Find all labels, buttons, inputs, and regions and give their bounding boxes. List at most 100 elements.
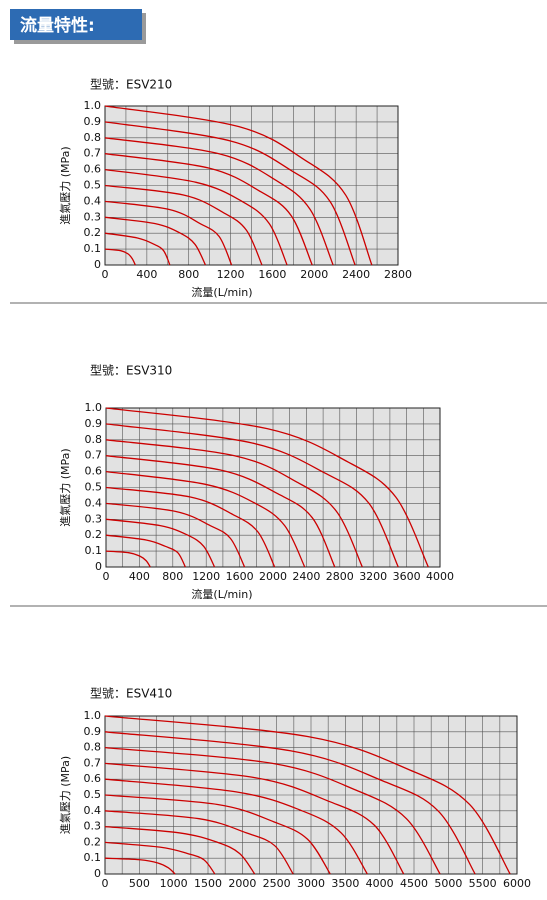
x-tick-label: 4000 — [366, 877, 394, 890]
y-tick-label: 1.0 — [84, 99, 102, 112]
x-tick-label: 1200 — [217, 268, 245, 281]
x-tick-label: 4500 — [400, 877, 428, 890]
x-tick-label: 400 — [136, 268, 157, 281]
y-tick-label: 0.9 — [85, 417, 103, 430]
flow-curve — [104, 200, 233, 266]
flow-curve — [104, 778, 368, 875]
x-tick-label: 3600 — [393, 570, 421, 583]
x-tick-label: 3200 — [359, 570, 387, 583]
y-tick-label: 1.0 — [84, 709, 102, 722]
y-tick-label: 0.9 — [84, 725, 102, 738]
y-tick-label: 0.4 — [84, 194, 102, 207]
flow-curve — [104, 248, 136, 266]
y-tick-label: 0.1 — [84, 242, 102, 255]
y-tick-label: 0.8 — [84, 741, 102, 754]
flow-curve — [105, 455, 336, 568]
y-tick-label: 0.3 — [84, 210, 102, 223]
y-tick-label: 0.8 — [85, 433, 103, 446]
x-tick-label: 5500 — [469, 877, 497, 890]
y-tick-label: 0.3 — [84, 820, 102, 833]
flow-curve — [105, 423, 399, 568]
y-tick-label: 0.2 — [84, 835, 102, 848]
chart-title: 型號：ESV210 — [90, 78, 172, 92]
x-tick-label: 1600 — [226, 570, 254, 583]
x-tick-label: 1200 — [192, 570, 220, 583]
flow-curve — [104, 841, 216, 875]
x-tick-label: 3000 — [297, 877, 325, 890]
x-tick-label: 2800 — [384, 268, 412, 281]
flow-curve — [104, 105, 373, 266]
y-axis-label: 進氣壓力 (MPa) — [58, 448, 72, 526]
x-tick-label: 400 — [129, 570, 150, 583]
x-tick-label: 2500 — [263, 877, 291, 890]
flow-curve — [105, 407, 429, 568]
header-box — [10, 9, 142, 40]
x-axis-label: 流量(L/min) — [191, 587, 252, 601]
x-tick-label: 1000 — [160, 877, 188, 890]
x-tick-label: 0 — [103, 570, 110, 583]
flow-curve — [105, 550, 151, 568]
chart-title: 型號：ESV410 — [90, 687, 172, 701]
y-tick-label: 0.9 — [84, 115, 102, 128]
y-axis-label: 進氣壓力 (MPa) — [58, 756, 72, 834]
x-tick-label: 2800 — [326, 570, 354, 583]
x-tick-label: 2000 — [300, 268, 328, 281]
x-tick-label: 5000 — [434, 877, 462, 890]
y-tick-label: 0.8 — [84, 131, 102, 144]
x-tick-label: 800 — [162, 570, 183, 583]
header-title: 流量特性: — [20, 15, 95, 36]
x-tick-label: 1500 — [194, 877, 222, 890]
flow-curve — [105, 486, 276, 568]
flow-curve — [104, 216, 207, 266]
flow-curve — [104, 731, 476, 875]
y-tick-label: 0.2 — [85, 528, 103, 541]
y-tick-label: 0.7 — [85, 449, 103, 462]
y-tick-label: 0.3 — [85, 512, 103, 525]
flow-curve — [104, 857, 176, 875]
chart-title: 型號：ESV310 — [90, 364, 172, 378]
y-tick-label: 0.5 — [84, 179, 102, 192]
x-tick-label: 2000 — [259, 570, 287, 583]
x-tick-label: 1600 — [258, 268, 286, 281]
flow-curve — [104, 121, 356, 266]
y-tick-label: 0 — [94, 867, 101, 880]
flow-curve — [104, 168, 288, 266]
flow-curve — [104, 715, 511, 875]
y-tick-label: 0.2 — [84, 226, 102, 239]
flow-curve — [105, 470, 306, 568]
y-tick-label: 0.5 — [85, 481, 103, 494]
y-tick-label: 1.0 — [85, 401, 103, 414]
x-axis-label: 流量(L/min) — [191, 285, 252, 299]
flow-curve — [105, 534, 186, 568]
flow-curve — [104, 762, 405, 875]
y-tick-label: 0.6 — [84, 772, 102, 785]
y-tick-label: 0 — [94, 258, 101, 271]
flow-curve — [104, 746, 441, 875]
x-tick-label: 3500 — [331, 877, 359, 890]
y-tick-label: 0.1 — [85, 544, 103, 557]
flow-curve — [104, 810, 294, 875]
y-tick-label: 0.7 — [84, 756, 102, 769]
flow-curve — [105, 502, 246, 568]
y-tick-label: 0.4 — [85, 496, 103, 509]
x-tick-label: 2400 — [342, 268, 370, 281]
y-tick-label: 0.1 — [84, 851, 102, 864]
x-tick-label: 2400 — [292, 570, 320, 583]
flow-curve — [104, 825, 256, 875]
x-tick-label: 2000 — [228, 877, 256, 890]
y-tick-label: 0.6 — [84, 163, 102, 176]
x-tick-label: 6000 — [503, 877, 531, 890]
x-tick-label: 0 — [102, 268, 109, 281]
y-tick-label: 0.5 — [84, 788, 102, 801]
flow-curve — [105, 439, 363, 568]
y-tick-label: 0.4 — [84, 804, 102, 817]
y-tick-label: 0.7 — [84, 147, 102, 160]
flow-curve — [104, 184, 263, 266]
flow-curve — [104, 137, 334, 266]
flow-curve — [104, 794, 331, 875]
x-tick-label: 0 — [102, 877, 109, 890]
x-tick-label: 800 — [178, 268, 199, 281]
y-tick-label: 0 — [95, 560, 102, 573]
